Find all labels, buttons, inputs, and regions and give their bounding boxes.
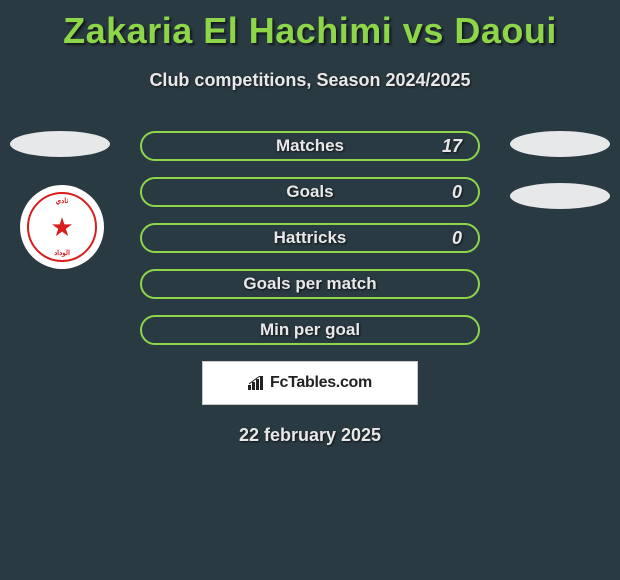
stat-value: 0	[452, 228, 462, 249]
player-right-placeholder-2	[510, 183, 610, 209]
stat-row-min-per-goal: Min per goal	[140, 315, 480, 345]
stat-label: Goals	[286, 182, 333, 202]
stat-label: Goals per match	[243, 274, 376, 294]
stat-row-hattricks: Hattricks 0	[140, 223, 480, 253]
bar-chart-icon	[248, 376, 266, 390]
attribution-text: FcTables.com	[270, 374, 372, 392]
stat-value: 0	[452, 182, 462, 203]
stat-rows: Matches 17 Goals 0 Hattricks 0 Goals per…	[140, 131, 480, 345]
stat-value: 17	[442, 136, 462, 157]
badge-text-bottom: الوداد	[54, 249, 70, 257]
stat-label: Hattricks	[274, 228, 347, 248]
date-line: 22 february 2025	[0, 425, 620, 446]
club-badge-inner: نادي ★ الوداد	[27, 192, 97, 262]
attribution-box: FcTables.com	[202, 361, 418, 405]
badge-text-top: نادي	[56, 197, 69, 205]
stat-label: Matches	[276, 136, 344, 156]
player-left-placeholder	[10, 131, 110, 157]
club-badge-star-icon: ★	[50, 214, 73, 240]
page-title: Zakaria El Hachimi vs Daoui	[0, 0, 620, 52]
player-right-placeholder-1	[510, 131, 610, 157]
club-badge: نادي ★ الوداد	[20, 185, 104, 269]
comparison-content: نادي ★ الوداد Matches 17 Goals 0 Hattric…	[0, 131, 620, 446]
subtitle: Club competitions, Season 2024/2025	[0, 70, 620, 91]
stat-label: Min per goal	[260, 320, 360, 340]
stat-row-matches: Matches 17	[140, 131, 480, 161]
stat-row-goals-per-match: Goals per match	[140, 269, 480, 299]
stat-row-goals: Goals 0	[140, 177, 480, 207]
